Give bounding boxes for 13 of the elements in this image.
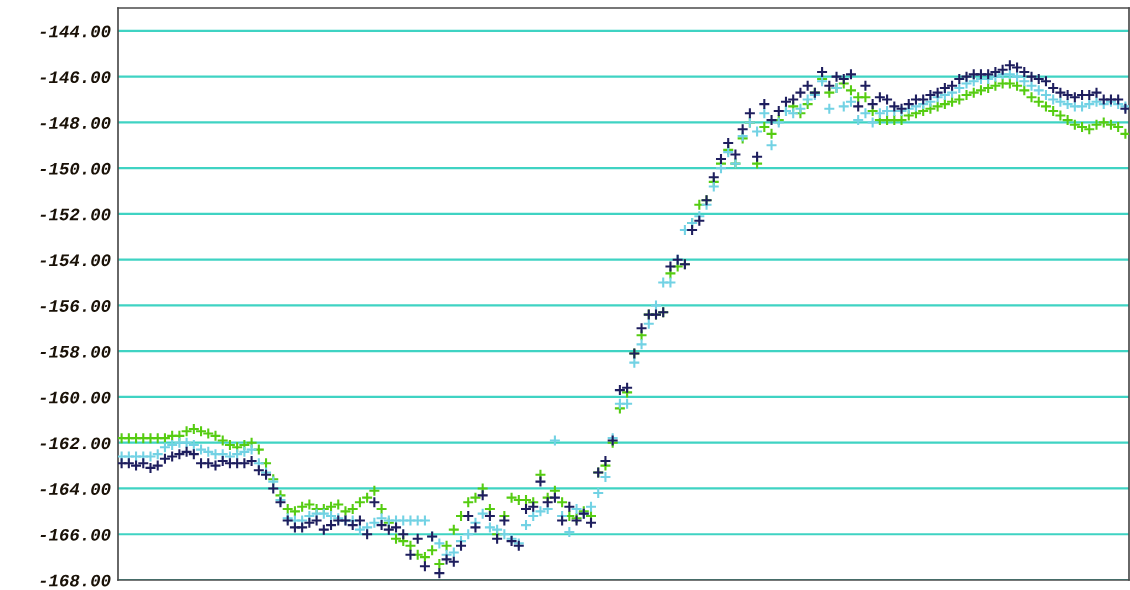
y-tick-label: -150.00 bbox=[40, 162, 111, 175]
y-tick-label: -154.00 bbox=[40, 254, 111, 267]
y-tick-label: -156.00 bbox=[40, 300, 111, 312]
y-tick-label: -158.00 bbox=[40, 345, 111, 358]
y-tick-label: -164.00 bbox=[40, 483, 111, 495]
y-tick-label: -162.00 bbox=[40, 437, 111, 450]
y-tick-label: -152.00 bbox=[40, 208, 111, 221]
y-tick-label: -146.00 bbox=[40, 71, 111, 84]
y-tick-label: -160.00 bbox=[40, 391, 111, 404]
y-tick-label: -144.00 bbox=[40, 25, 111, 38]
y-tick-label: -168.00 bbox=[40, 574, 111, 587]
y-tick-label: -148.00 bbox=[40, 117, 111, 129]
y-tick-label: -166.00 bbox=[40, 528, 111, 541]
